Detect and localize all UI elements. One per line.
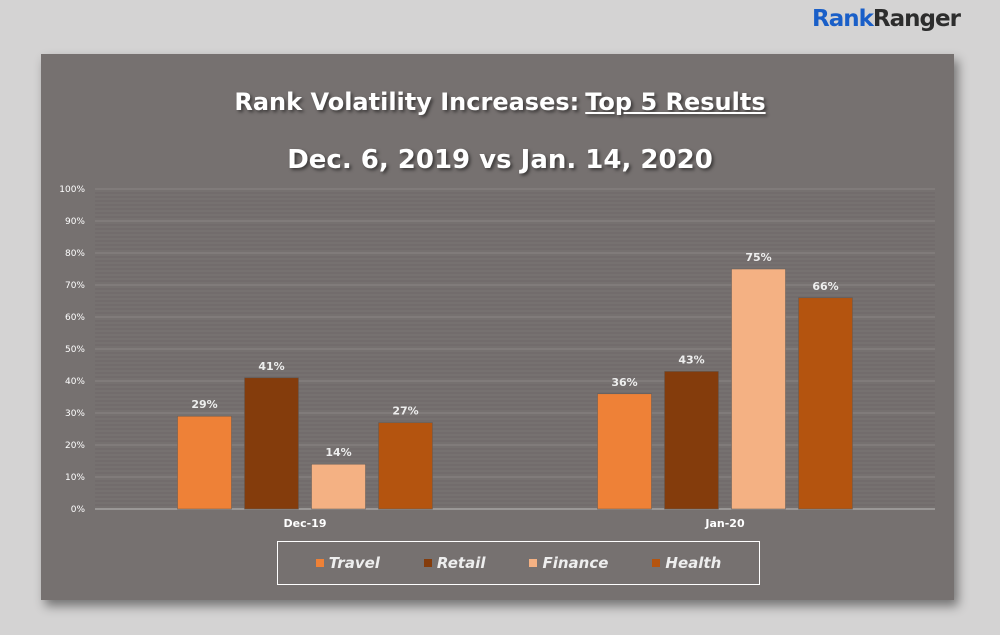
chart-title-underlined: Top 5 Results — [585, 88, 766, 116]
y-tick-label: 40% — [65, 377, 85, 387]
bar-health — [798, 297, 853, 510]
legend-swatch — [529, 559, 538, 567]
y-tick-label: 90% — [65, 217, 85, 227]
data-label: 36% — [611, 376, 637, 389]
bar-health — [378, 422, 433, 510]
bar-finance — [731, 268, 786, 510]
x-tick-label: Jan-20 — [704, 517, 745, 530]
legend-label: Travel — [328, 554, 380, 572]
data-label: 27% — [392, 405, 418, 418]
legend-swatch — [315, 559, 324, 567]
chart-subtitle: Dec. 6, 2019 vs Jan. 14, 2020 — [287, 145, 713, 175]
legend-label: Retail — [436, 554, 486, 572]
y-tick-label: 0% — [71, 505, 86, 515]
y-tick-label: 20% — [65, 441, 85, 451]
chart-title: Rank Volatility Increases: Top 5 Results — [234, 88, 766, 116]
chart-legend: Travel Retail Finance Health — [277, 541, 760, 585]
data-label: 14% — [325, 446, 351, 459]
y-tick-label: 30% — [65, 409, 85, 419]
y-tick-label: 70% — [65, 281, 85, 291]
legend-label: Health — [665, 554, 722, 572]
legend-label: Finance — [542, 554, 609, 572]
y-tick-label: 50% — [65, 345, 85, 355]
bar-travel — [597, 393, 652, 510]
rankranger-logo: RankRanger — [812, 6, 961, 32]
bar-finance — [311, 463, 366, 510]
y-tick-label: 60% — [65, 313, 85, 323]
x-tick-label: Dec-19 — [284, 517, 327, 530]
legend-swatch — [423, 559, 432, 567]
data-label: 41% — [258, 360, 284, 373]
data-label: 43% — [678, 353, 704, 366]
y-tick-label: 100% — [59, 185, 85, 195]
data-label: 66% — [812, 280, 838, 293]
legend-item-health: Health — [652, 554, 721, 572]
bar-retail — [244, 377, 299, 510]
data-label: 75% — [745, 251, 771, 264]
legend-item-finance: Finance — [529, 554, 608, 572]
legend-swatch — [652, 559, 661, 567]
legend-item-retail: Retail — [423, 554, 486, 572]
bar-travel — [177, 415, 232, 510]
legend-item-travel: Travel — [315, 554, 380, 572]
data-label: 29% — [191, 398, 217, 411]
y-tick-label: 80% — [65, 249, 85, 259]
bar-retail — [664, 371, 719, 510]
y-tick-label: 10% — [65, 473, 85, 483]
